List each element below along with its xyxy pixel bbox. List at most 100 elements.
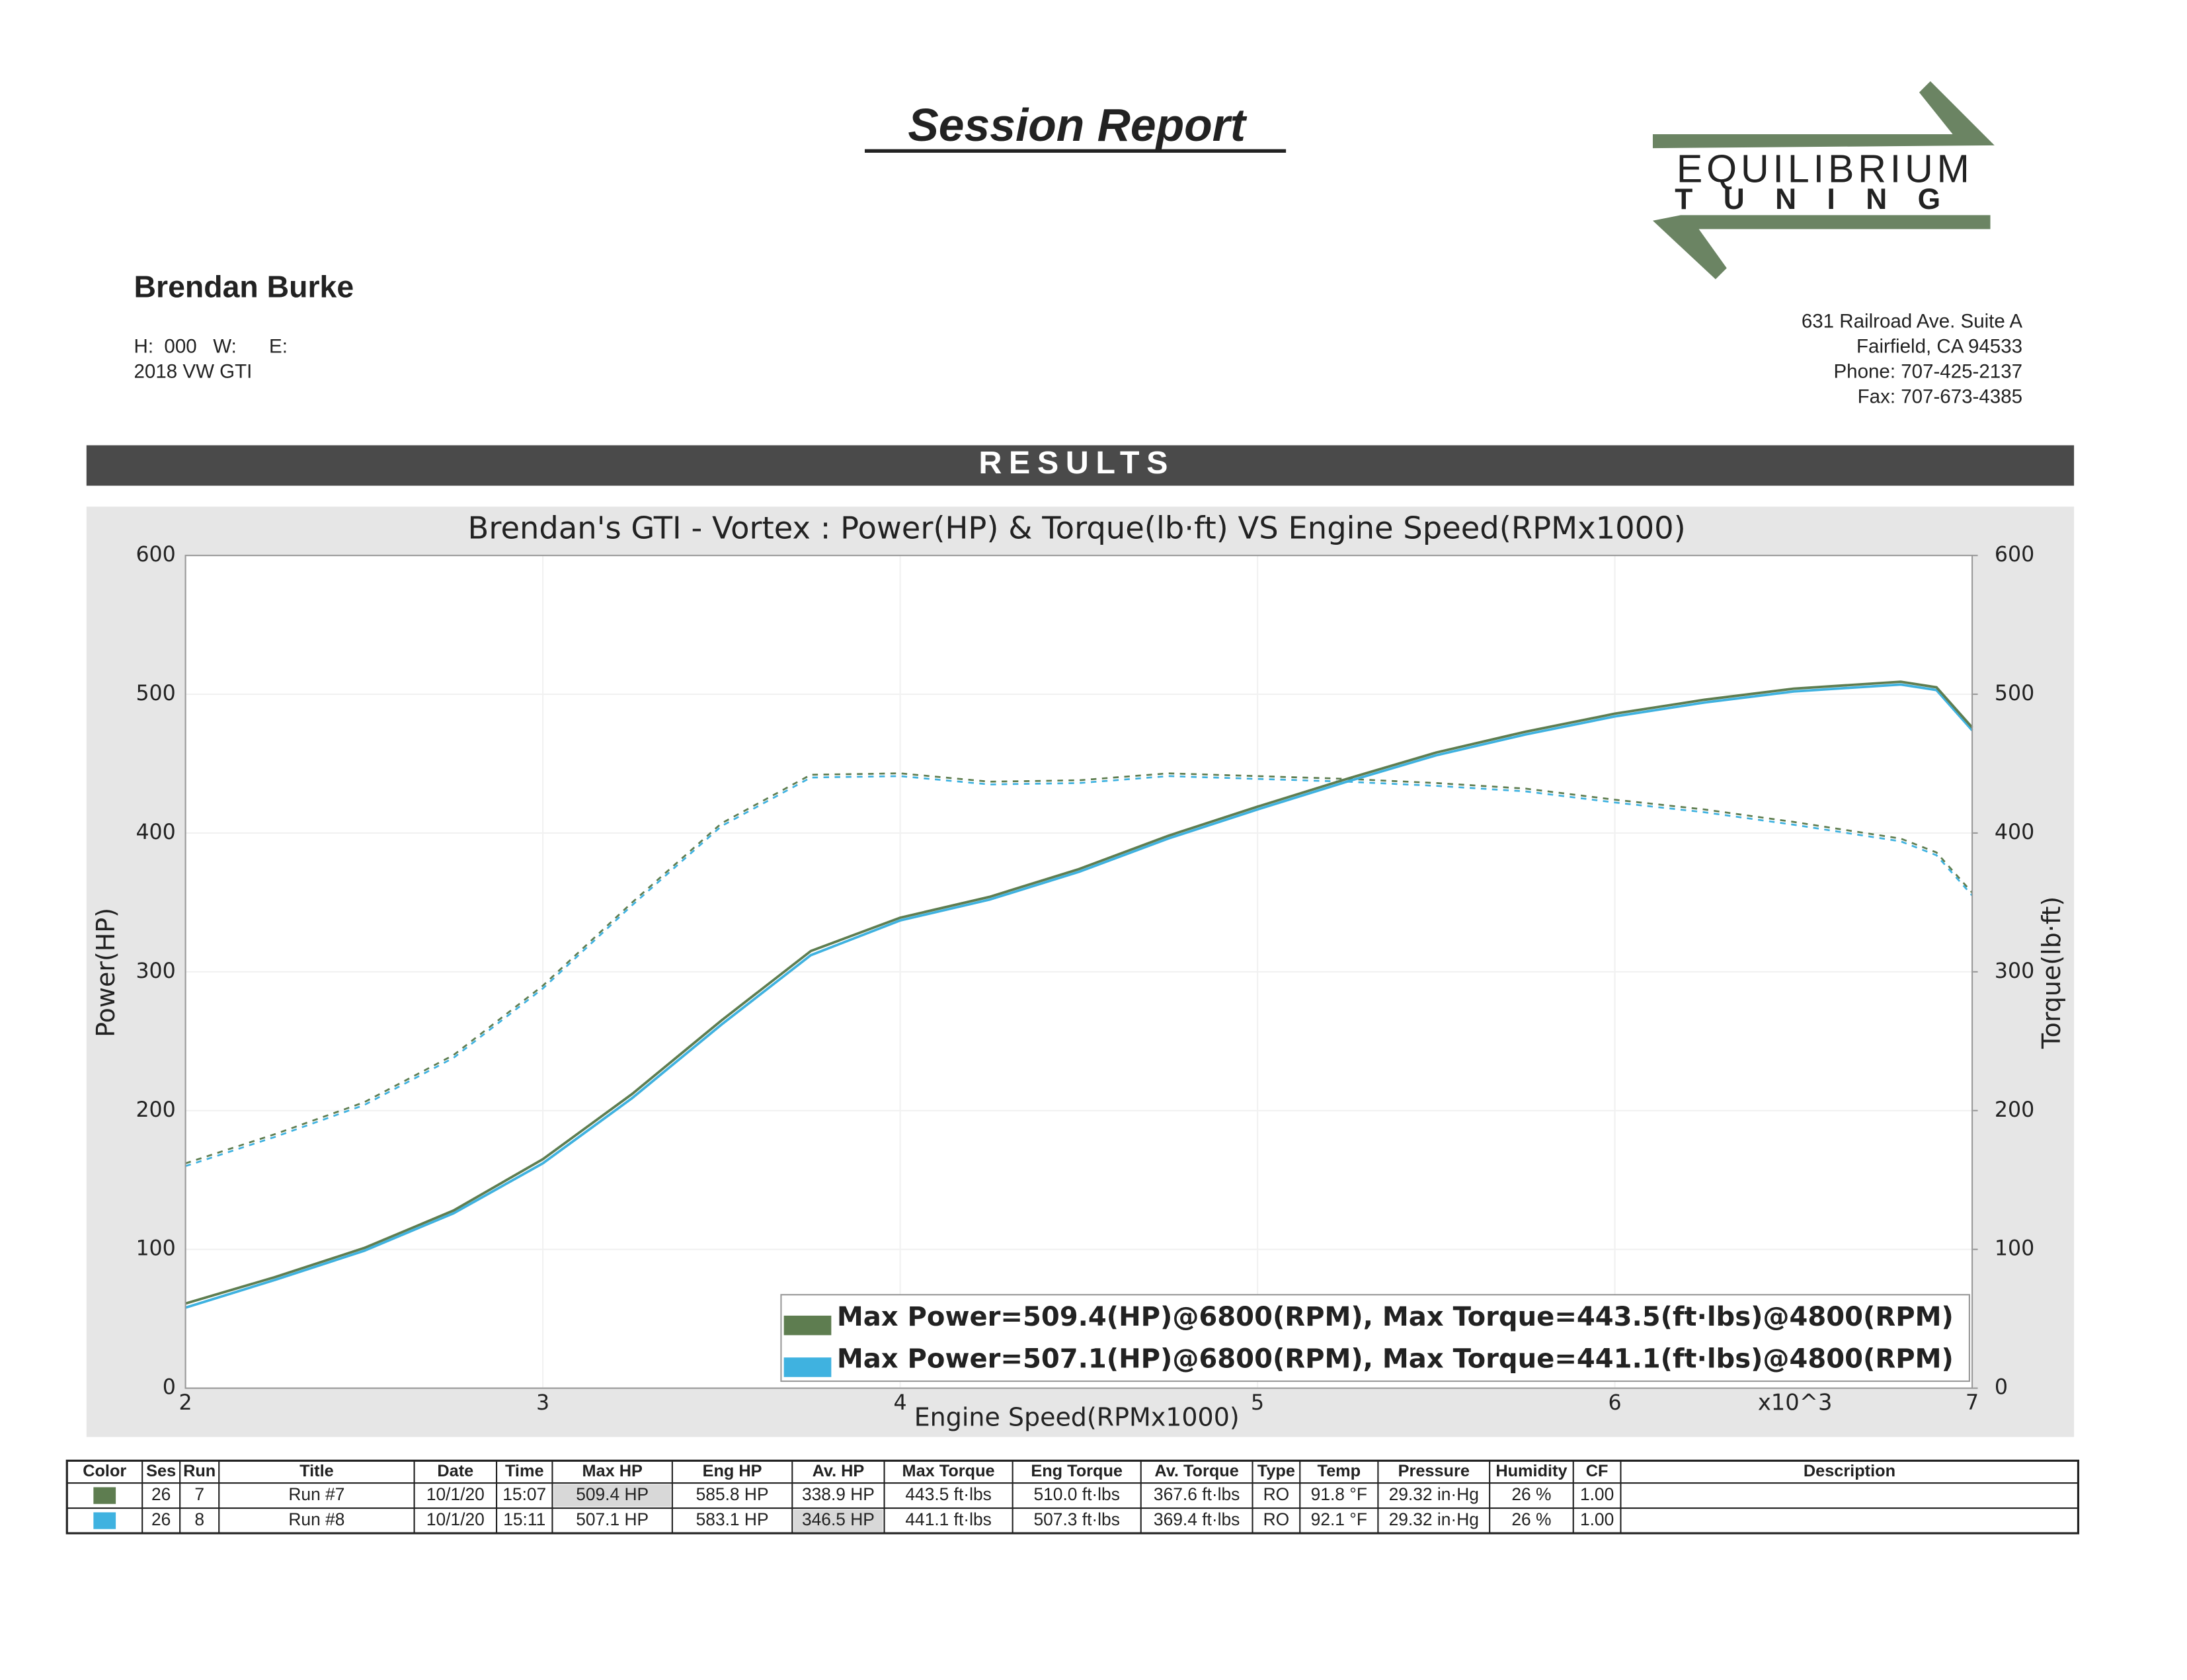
- y2-tick-label: 400: [1995, 820, 2034, 844]
- column-header: Temp: [1318, 1462, 1361, 1480]
- cell: 26 %: [1511, 1509, 1551, 1529]
- chart-title: Brendan's GTI - Vortex : Power(HP) & Tor…: [468, 510, 1686, 546]
- power-line: [185, 683, 1973, 1309]
- cell: 583.1 HP: [696, 1509, 769, 1529]
- column-header: CF: [1586, 1462, 1609, 1480]
- column-header: Max Torque: [902, 1462, 995, 1480]
- row-color: [93, 1512, 116, 1529]
- column-header: Color: [83, 1462, 126, 1480]
- logo-arrow-top: [1652, 81, 1995, 149]
- y2-axis-title: Torque(lb·ft): [2037, 897, 2066, 1049]
- torque-line: [185, 775, 1973, 1168]
- cell: 15:07: [502, 1484, 546, 1504]
- y-tick-label: 0: [163, 1376, 176, 1400]
- cell: 26 %: [1511, 1484, 1551, 1504]
- legend: Max Power=509.4(HP)@6800(RPM), Max Torqu…: [780, 1294, 1970, 1382]
- banner-text: RESULTS: [978, 445, 1175, 481]
- row-color: [93, 1487, 116, 1504]
- cell-highlight: [553, 1484, 671, 1507]
- y-tick-label: 600: [136, 543, 175, 567]
- y-axis-title: Power(HP): [91, 908, 120, 1037]
- cell: 1.00: [1580, 1484, 1614, 1504]
- cell: 26: [151, 1509, 171, 1529]
- column-header: Description: [1804, 1462, 1895, 1480]
- column-header: Time: [505, 1462, 544, 1480]
- legend-swatch: [783, 1357, 832, 1377]
- logo: EQUILIBRIUM TUNING: [1652, 81, 1995, 280]
- y-tick-label: 400: [136, 820, 175, 844]
- cell: 367.6 ft·lbs: [1154, 1484, 1240, 1504]
- column-header: Pressure: [1398, 1462, 1470, 1480]
- x-tick-label: 6: [1609, 1391, 1622, 1415]
- y2-tick-label: 100: [1995, 1237, 2034, 1261]
- x-tick-label: 5: [1251, 1391, 1264, 1415]
- legend-label: Max Power=507.1(HP)@6800(RPM), Max Torqu…: [837, 1343, 1954, 1374]
- customer-name: Brendan Burke: [134, 269, 354, 303]
- cell: 441.1 ft·lbs: [905, 1509, 991, 1529]
- cell: 10/1/20: [426, 1484, 485, 1504]
- y2-tick-label: 600: [1995, 543, 2034, 567]
- y-tick-label: 200: [136, 1098, 175, 1122]
- cell: Run #8: [288, 1509, 344, 1529]
- column-header: Run: [183, 1462, 216, 1480]
- torque-line: [185, 772, 1973, 1164]
- banner: [86, 445, 2075, 486]
- legend-box: [780, 1294, 1970, 1382]
- cell: 369.4 ft·lbs: [1154, 1509, 1240, 1529]
- cell: 1.00: [1580, 1509, 1614, 1529]
- cell: 338.9 HP: [802, 1484, 875, 1504]
- cell: 510.0 ft·lbs: [1033, 1484, 1119, 1504]
- y2-tick-label: 0: [1995, 1376, 2008, 1400]
- x-tick-label: 4: [894, 1391, 907, 1415]
- x-tick-label: 2: [179, 1391, 192, 1415]
- address-line: Fairfield, CA 94533: [1856, 336, 2022, 358]
- contact: H: 000 W: E:: [134, 336, 288, 358]
- address-line: Phone: 707-425-2137: [1833, 361, 2022, 383]
- legend-label: Max Power=509.4(HP)@6800(RPM), Max Torqu…: [837, 1302, 1954, 1332]
- cell: 91.8 °F: [1311, 1484, 1367, 1504]
- power-line: [185, 680, 1973, 1305]
- column-header: Title: [299, 1462, 334, 1480]
- y-tick-label: 100: [136, 1237, 175, 1261]
- cell: 507.3 ft·lbs: [1033, 1509, 1119, 1529]
- column-header: Av. Torque: [1154, 1462, 1238, 1480]
- table-frame: [65, 1459, 2080, 1535]
- cell: 29.32 in·Hg: [1389, 1484, 1479, 1504]
- column-header: Type: [1257, 1462, 1295, 1480]
- cell: 346.5 HP: [802, 1509, 875, 1529]
- legend-swatch: [783, 1315, 832, 1336]
- column-header: Max HP: [582, 1462, 643, 1480]
- x-multiplier: x10^3: [1758, 1389, 1833, 1415]
- y-tick-label: 500: [136, 682, 175, 705]
- address: 631 Railroad Ave. Suite A Fairfield, CA 9…: [1802, 311, 2023, 408]
- cell: RO: [1263, 1509, 1290, 1529]
- address-line: 631 Railroad Ave. Suite A: [1802, 311, 2023, 333]
- column-header: Ses: [146, 1462, 176, 1480]
- cell: 507.1 HP: [576, 1509, 649, 1529]
- cell: 443.5 ft·lbs: [905, 1484, 991, 1504]
- report-title: Session Report: [908, 99, 1247, 151]
- cell: 509.4 HP: [576, 1484, 649, 1504]
- x-tick-label: 3: [536, 1391, 549, 1415]
- column-header: Humidity: [1495, 1462, 1567, 1480]
- cell: 585.8 HP: [696, 1484, 769, 1504]
- cell: 92.1 °F: [1311, 1509, 1367, 1529]
- cell: Run #7: [288, 1484, 344, 1504]
- address-line: Fax: 707-673-4385: [1858, 386, 2022, 408]
- y-tick-label: 300: [136, 959, 175, 983]
- y2-tick-label: 300: [1995, 959, 2034, 983]
- plot-frame: [184, 555, 1973, 1389]
- column-header: Eng HP: [703, 1462, 762, 1480]
- cell: 29.32 in·Hg: [1389, 1509, 1479, 1529]
- logo-text: TUNING: [1675, 183, 1971, 216]
- y2-tick-label: 200: [1995, 1098, 2034, 1122]
- cell: RO: [1263, 1484, 1290, 1504]
- cell-highlight: [793, 1509, 883, 1532]
- column-header: Eng Torque: [1031, 1462, 1123, 1480]
- cell: 7: [194, 1484, 204, 1504]
- cell: 8: [194, 1509, 204, 1529]
- x-axis-title: Engine Speed(RPMx1000): [914, 1403, 1240, 1432]
- y2-tick-label: 500: [1995, 682, 2034, 705]
- cell: 10/1/20: [426, 1509, 485, 1529]
